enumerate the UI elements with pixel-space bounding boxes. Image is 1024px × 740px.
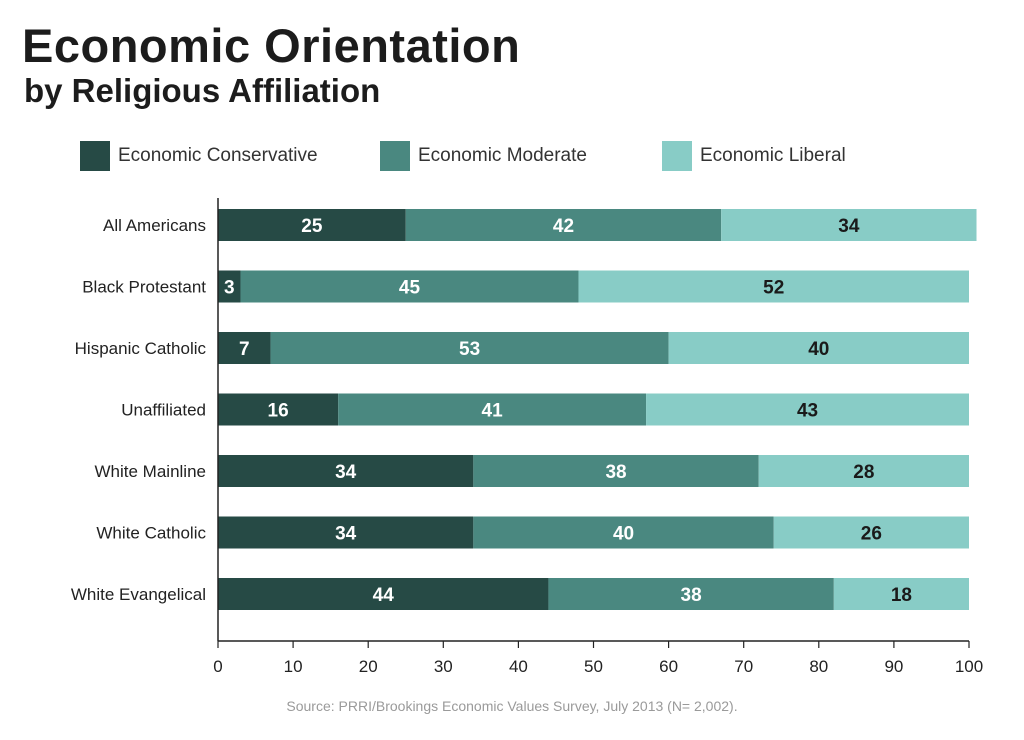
bar-white-evangelical-economic-moderate: [548, 578, 834, 610]
bar-label-hispanic-catholic-economic-moderate: 53: [459, 339, 480, 360]
bar-white-catholic-economic-liberal: [773, 516, 969, 549]
bar-label-unaffiliated-economic-liberal: 43: [797, 401, 818, 422]
bar-label-black-protestant-economic-moderate: 45: [399, 278, 421, 299]
bar-black-protestant-economic-liberal: [578, 270, 969, 303]
bar-hispanic-catholic-economic-liberal: [668, 332, 969, 364]
legend-label-liberal: Economic Liberal: [700, 145, 846, 166]
x-tick-label-20: 20: [359, 657, 378, 676]
bar-label-unaffiliated-economic-conservative: 16: [268, 401, 289, 422]
category-label-unaffiliated: Unaffiliated: [121, 401, 206, 420]
x-tick-label-50: 50: [584, 657, 603, 676]
x-tick-label-30: 30: [434, 657, 453, 676]
x-tick-label-90: 90: [884, 657, 903, 676]
bar-label-all-americans-economic-moderate: 42: [553, 216, 574, 237]
bar-white-catholic-economic-moderate: [473, 516, 774, 549]
bar-hispanic-catholic-economic-moderate: [270, 332, 669, 364]
bar-label-white-catholic-economic-conservative: 34: [335, 524, 357, 545]
category-label-white-mainline: White Mainline: [95, 462, 207, 481]
bar-white-mainline-economic-conservative: [218, 455, 474, 487]
legend-item-liberal: Economic Liberal: [662, 141, 846, 171]
category-label-white-catholic: White Catholic: [96, 524, 206, 543]
bar-white-mainline-economic-liberal: [758, 455, 969, 487]
chart-subtitle: by Religious Affiliation: [24, 72, 381, 109]
x-tick-label-100: 100: [955, 657, 983, 676]
bar-all-americans-economic-conservative: [218, 209, 406, 241]
bar-label-white-mainline-economic-moderate: 38: [605, 462, 626, 483]
bar-all-americans-economic-liberal: [721, 209, 977, 241]
x-tick-label-70: 70: [734, 657, 753, 676]
bar-white-catholic-economic-conservative: [218, 516, 474, 549]
bar-label-white-evangelical-economic-conservative: 44: [373, 585, 395, 606]
bar-black-protestant-economic-conservative: [218, 270, 241, 303]
bar-hispanic-catholic-economic-conservative: [218, 332, 271, 364]
category-label-all-americans: All Americans: [103, 216, 206, 235]
legend-item-moderate: Economic Moderate: [380, 141, 587, 171]
legend-swatch-moderate: [380, 141, 410, 171]
legend-label-conservative: Economic Conservative: [118, 145, 318, 166]
bar-white-mainline-economic-moderate: [473, 455, 759, 487]
bar-unaffiliated-economic-liberal: [646, 393, 969, 426]
legend-swatch-conservative: [80, 141, 110, 171]
bar-label-hispanic-catholic-economic-liberal: 40: [808, 339, 829, 360]
bar-label-white-evangelical-economic-moderate: 38: [681, 585, 702, 606]
bar-unaffiliated-economic-conservative: [218, 393, 339, 426]
x-tick-label-80: 80: [809, 657, 828, 676]
category-label-white-evangelical: White Evangelical: [71, 585, 206, 604]
bar-label-white-mainline-economic-liberal: 28: [853, 462, 874, 483]
bar-label-white-catholic-economic-moderate: 40: [613, 524, 634, 545]
bar-label-all-americans-economic-liberal: 34: [838, 216, 860, 237]
chart-title: Economic Orientation: [22, 19, 521, 72]
bar-black-protestant-economic-moderate: [240, 270, 579, 303]
legend-item-conservative: Economic Conservative: [80, 141, 318, 171]
category-label-hispanic-catholic: Hispanic Catholic: [75, 339, 207, 358]
bar-label-unaffiliated-economic-moderate: 41: [482, 401, 504, 422]
bar-label-black-protestant-economic-conservative: 3: [224, 278, 235, 299]
legend: Economic Conservative Economic Moderate …: [0, 141, 1024, 175]
bar-label-black-protestant-economic-liberal: 52: [763, 278, 784, 299]
legend-label-moderate: Economic Moderate: [418, 145, 587, 166]
bar-unaffiliated-economic-moderate: [338, 393, 647, 426]
bar-white-evangelical-economic-conservative: [218, 578, 549, 610]
category-label-black-protestant: Black Protestant: [82, 278, 206, 297]
bar-label-all-americans-economic-conservative: 25: [301, 216, 323, 237]
x-tick-label-40: 40: [509, 657, 528, 676]
legend-swatch-liberal: [662, 141, 692, 171]
bar-label-white-evangelical-economic-liberal: 18: [891, 585, 912, 606]
bar-label-white-catholic-economic-liberal: 26: [861, 524, 882, 545]
bar-all-americans-economic-moderate: [405, 209, 722, 241]
bar-label-white-mainline-economic-conservative: 34: [335, 462, 357, 483]
x-tick-label-60: 60: [659, 657, 678, 676]
source-note: Source: PRRI/Brookings Economic Values S…: [286, 698, 738, 714]
x-tick-label-10: 10: [284, 657, 303, 676]
bar-label-hispanic-catholic-economic-conservative: 7: [239, 339, 250, 360]
x-tick-label-0: 0: [213, 657, 222, 676]
bar-white-evangelical-economic-liberal: [833, 578, 969, 610]
